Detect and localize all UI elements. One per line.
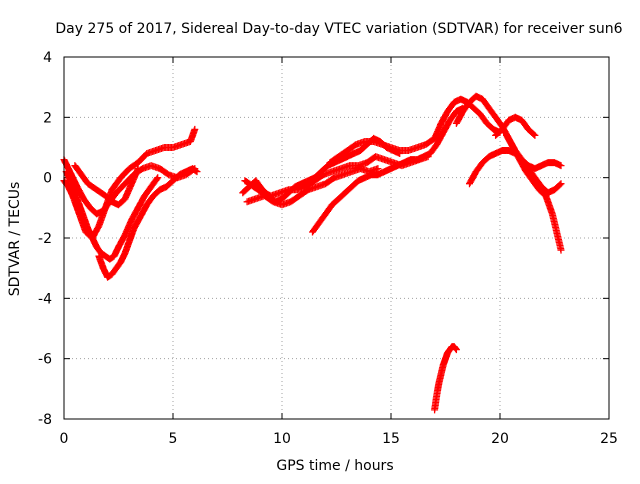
x-tick-label: 10 <box>273 431 291 447</box>
series-track-13 <box>492 113 539 139</box>
x-axis-label: GPS time / hours <box>276 458 393 474</box>
y-tick-label: 4 <box>43 50 52 66</box>
chart-title: Day 275 of 2017, Sidereal Day-to-day VTE… <box>55 21 622 37</box>
series-point-markers <box>503 131 565 254</box>
grid-lines <box>64 57 609 419</box>
series-track-11 <box>452 92 565 173</box>
series-track-10 <box>326 95 504 167</box>
y-tick-label: -2 <box>38 231 52 247</box>
series-track-3 <box>62 168 162 263</box>
series-track-14 <box>503 131 565 254</box>
y-tick-label: 0 <box>43 171 52 187</box>
series-point-markers <box>326 95 504 167</box>
series-track-9 <box>309 104 467 236</box>
series-point-markers <box>71 162 142 209</box>
series-point-markers <box>243 165 382 209</box>
y-tick-label: -8 <box>38 412 52 428</box>
x-tick-label: 20 <box>491 431 509 447</box>
series-point-markers <box>95 165 201 281</box>
series-point-markers <box>309 104 467 236</box>
series-point-markers <box>492 113 539 139</box>
y-tick-label: -6 <box>38 352 52 368</box>
y-axis-label: SDTVAR / TECUs <box>7 182 23 297</box>
plot-frame <box>63 56 610 420</box>
series-point-markers <box>431 343 460 414</box>
x-tick-label: 15 <box>382 431 400 447</box>
series-track-5 <box>71 162 142 209</box>
y-tick-label: -4 <box>38 291 52 307</box>
x-tick-label: 0 <box>60 431 69 447</box>
x-tick-label: 25 <box>600 431 618 447</box>
series-point-markers <box>452 92 565 173</box>
y-tick-label: 2 <box>43 110 52 126</box>
axis-ticks: 0 5 10 15 20 25 -8 -6 -4 -2 0 2 4 <box>38 50 618 447</box>
series-point-markers <box>62 168 162 263</box>
series-track-15 <box>431 343 460 414</box>
data-points <box>60 92 565 414</box>
x-tick-label: 5 <box>169 431 178 447</box>
series-track-4 <box>95 165 201 281</box>
series-track-8 <box>243 165 382 209</box>
